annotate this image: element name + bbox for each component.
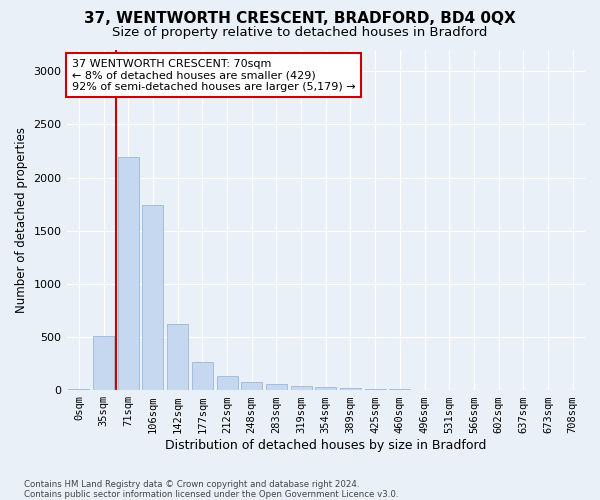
Bar bbox=[340, 388, 361, 390]
Bar bbox=[266, 384, 287, 390]
Bar bbox=[315, 387, 336, 390]
Bar bbox=[167, 324, 188, 390]
Text: Contains HM Land Registry data © Crown copyright and database right 2024.
Contai: Contains HM Land Registry data © Crown c… bbox=[24, 480, 398, 499]
X-axis label: Distribution of detached houses by size in Bradford: Distribution of detached houses by size … bbox=[165, 440, 487, 452]
Y-axis label: Number of detached properties: Number of detached properties bbox=[15, 127, 28, 313]
Bar bbox=[192, 362, 213, 390]
Bar bbox=[142, 205, 163, 390]
Text: 37, WENTWORTH CRESCENT, BRADFORD, BD4 0QX: 37, WENTWORTH CRESCENT, BRADFORD, BD4 0Q… bbox=[84, 11, 516, 26]
Bar bbox=[241, 382, 262, 390]
Bar bbox=[290, 386, 311, 390]
Text: Size of property relative to detached houses in Bradford: Size of property relative to detached ho… bbox=[112, 26, 488, 39]
Bar bbox=[68, 388, 89, 390]
Bar bbox=[365, 389, 386, 390]
Text: 37 WENTWORTH CRESCENT: 70sqm
← 8% of detached houses are smaller (429)
92% of se: 37 WENTWORTH CRESCENT: 70sqm ← 8% of det… bbox=[72, 58, 355, 92]
Bar bbox=[118, 158, 139, 390]
Bar bbox=[217, 376, 238, 390]
Bar bbox=[93, 336, 114, 390]
